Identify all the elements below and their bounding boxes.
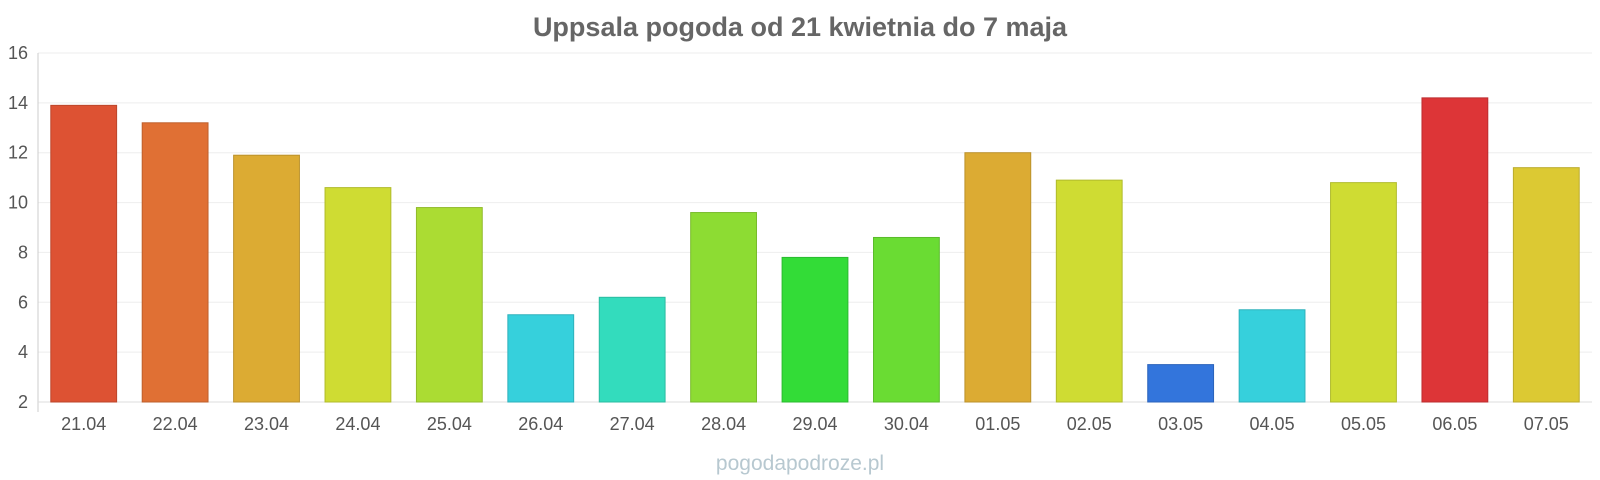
x-tick-label: 07.05 <box>1524 414 1569 434</box>
bar <box>1330 182 1397 403</box>
y-tick-label: 10 <box>8 193 28 213</box>
x-tick-label: 05.05 <box>1341 414 1386 434</box>
x-tick-label: 29.04 <box>792 414 837 434</box>
bar <box>1512 167 1580 403</box>
bar <box>50 104 118 403</box>
bar <box>690 212 757 403</box>
y-tick-label: 12 <box>8 143 28 163</box>
x-tick-label: 06.05 <box>1432 414 1477 434</box>
x-tick-label: 22.04 <box>153 414 198 434</box>
x-axis-ticks: 21.04 22.04 23.04 24.04 25.04 26.04 27.04 28.04… <box>61 414 1569 434</box>
bar <box>507 314 575 403</box>
x-tick-label: 01.05 <box>975 414 1020 434</box>
x-tick-label: 27.04 <box>610 414 655 434</box>
chart-title: Uppsala pogoda od 21 kwietnia do 7 maja <box>533 12 1068 42</box>
bar <box>781 256 849 403</box>
y-tick-label: 8 <box>18 242 28 262</box>
bar <box>1421 97 1489 403</box>
bar <box>233 154 300 403</box>
watermark: pogodapodroze.pl <box>716 452 884 475</box>
y-tick-label: 4 <box>18 342 28 362</box>
x-tick-label: 03.05 <box>1158 414 1203 434</box>
bar <box>964 152 1032 403</box>
bar <box>324 187 392 403</box>
bars <box>50 97 1580 403</box>
y-tick-label: 2 <box>18 392 28 412</box>
bar <box>141 122 209 403</box>
bar <box>1147 364 1215 403</box>
y-tick-label: 16 <box>8 43 28 63</box>
bar <box>1055 179 1123 403</box>
x-tick-label: 21.04 <box>61 414 106 434</box>
y-tick-label: 6 <box>18 292 28 312</box>
bar <box>1238 309 1306 403</box>
x-tick-label: 26.04 <box>518 414 563 434</box>
y-tick-label: 14 <box>8 93 28 113</box>
x-tick-label: 25.04 <box>427 414 472 434</box>
x-tick-label: 28.04 <box>701 414 746 434</box>
bar <box>873 236 940 403</box>
x-tick-label: 30.04 <box>884 414 929 434</box>
bar <box>598 296 666 403</box>
x-tick-label: 23.04 <box>244 414 289 434</box>
x-tick-label: 02.05 <box>1067 414 1112 434</box>
x-tick-label: 24.04 <box>335 414 380 434</box>
y-axis-ticks: 2 4 6 8 10 12 14 16 <box>8 43 28 412</box>
bar <box>415 207 483 403</box>
x-tick-label: 04.05 <box>1250 414 1295 434</box>
